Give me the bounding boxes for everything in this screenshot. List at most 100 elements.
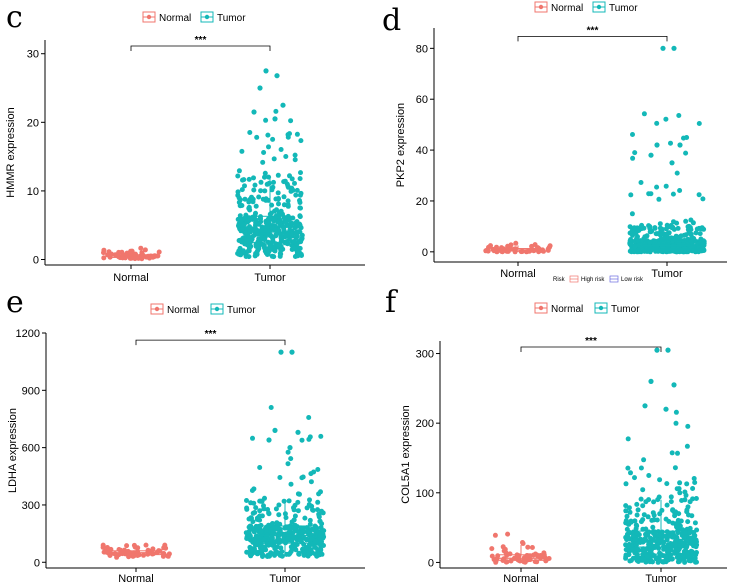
- data-point: [240, 248, 246, 254]
- data-point: [692, 480, 698, 485]
- y-tick-label: 0: [428, 557, 434, 569]
- data-point: [265, 132, 271, 138]
- data-point: [635, 507, 641, 513]
- data-point: [630, 533, 636, 539]
- data-point: [625, 521, 631, 527]
- data-point: [239, 148, 245, 154]
- data-point: [683, 492, 689, 498]
- data-point: [277, 521, 283, 527]
- data-point: [648, 247, 654, 253]
- legend-label: Tumor: [609, 3, 638, 14]
- data-point: [308, 471, 314, 477]
- data-point: [651, 499, 657, 505]
- data-point: [276, 201, 281, 207]
- data-point: [300, 474, 306, 480]
- data-point: [648, 535, 653, 541]
- data-point: [299, 437, 305, 443]
- data-point: [627, 241, 633, 247]
- outlier-point: [654, 142, 660, 148]
- data-point: [321, 528, 327, 534]
- data-point: [250, 234, 256, 239]
- legend-key-dot: [204, 14, 210, 20]
- data-point: [239, 187, 245, 193]
- data-point: [673, 409, 679, 415]
- data-point: [316, 513, 322, 519]
- data-point: [494, 249, 500, 255]
- data-point: [674, 249, 680, 255]
- data-point: [249, 525, 255, 531]
- data-point: [253, 210, 258, 216]
- data-point: [278, 208, 284, 214]
- significance-label: ***: [195, 35, 207, 46]
- data-point: [278, 147, 284, 152]
- data-point: [250, 519, 256, 525]
- y-tick-label: 80: [416, 43, 428, 55]
- data-point: [253, 203, 259, 209]
- data-point: [238, 238, 244, 244]
- data-point: [630, 155, 636, 161]
- data-point: [304, 505, 310, 511]
- y-tick-label: 0: [33, 255, 39, 267]
- outlier-point: [648, 152, 654, 158]
- data-point: [236, 168, 242, 174]
- data-point: [285, 183, 291, 189]
- data-point: [646, 529, 652, 535]
- data-point: [275, 172, 281, 178]
- data-point: [276, 502, 282, 508]
- data-point: [492, 532, 498, 538]
- data-point: [676, 547, 682, 553]
- data-point: [690, 486, 696, 491]
- data-point: [634, 512, 640, 518]
- chart-panel-e: e Normal Tumor 0 300 600 900 1200 LDHA expressio…: [6, 285, 365, 583]
- data-point: [248, 547, 254, 553]
- data-point: [276, 512, 282, 518]
- y-tick-label: 30: [27, 49, 39, 61]
- data-point: [693, 496, 699, 501]
- data-point: [292, 513, 298, 519]
- data-point: [298, 170, 303, 176]
- box-iqr: [637, 530, 685, 555]
- data-point: [289, 538, 295, 544]
- data-point: [664, 481, 670, 487]
- data-point: [252, 510, 258, 515]
- data-point: [244, 219, 250, 225]
- data-point: [262, 174, 267, 180]
- data-point: [685, 519, 691, 525]
- data-point: [291, 239, 297, 244]
- box-tumor: [248, 177, 292, 257]
- data-point: [650, 524, 656, 530]
- data-point: [266, 220, 272, 225]
- data-point: [681, 557, 687, 563]
- data-point: [270, 136, 276, 142]
- risk-legend-label: High risk: [581, 277, 605, 283]
- data-point: [271, 156, 277, 162]
- panel-letter: f: [385, 285, 398, 320]
- data-point: [661, 544, 666, 549]
- data-point: [263, 197, 269, 203]
- data-point: [249, 488, 255, 493]
- data-point: [254, 249, 260, 254]
- legend-label: Normal: [167, 305, 199, 316]
- data-point: [156, 249, 162, 255]
- data-point: [277, 475, 283, 480]
- points-tumor: [235, 68, 305, 260]
- data-point: [638, 538, 643, 544]
- data-point: [289, 546, 295, 552]
- data-point: [645, 514, 651, 520]
- data-point: [623, 508, 629, 514]
- data-point: [677, 480, 683, 486]
- data-point: [529, 545, 535, 550]
- data-point: [675, 225, 681, 231]
- data-point: [628, 470, 633, 476]
- data-point: [668, 541, 673, 546]
- data-point: [288, 118, 294, 124]
- data-point: [255, 540, 261, 546]
- data-point: [313, 538, 319, 544]
- data-point: [647, 229, 653, 235]
- data-point: [677, 490, 683, 496]
- data-point: [284, 223, 289, 228]
- y-tick-label: 1200: [16, 328, 40, 340]
- data-point: [299, 253, 304, 258]
- data-point: [260, 159, 266, 165]
- data-point: [236, 199, 242, 205]
